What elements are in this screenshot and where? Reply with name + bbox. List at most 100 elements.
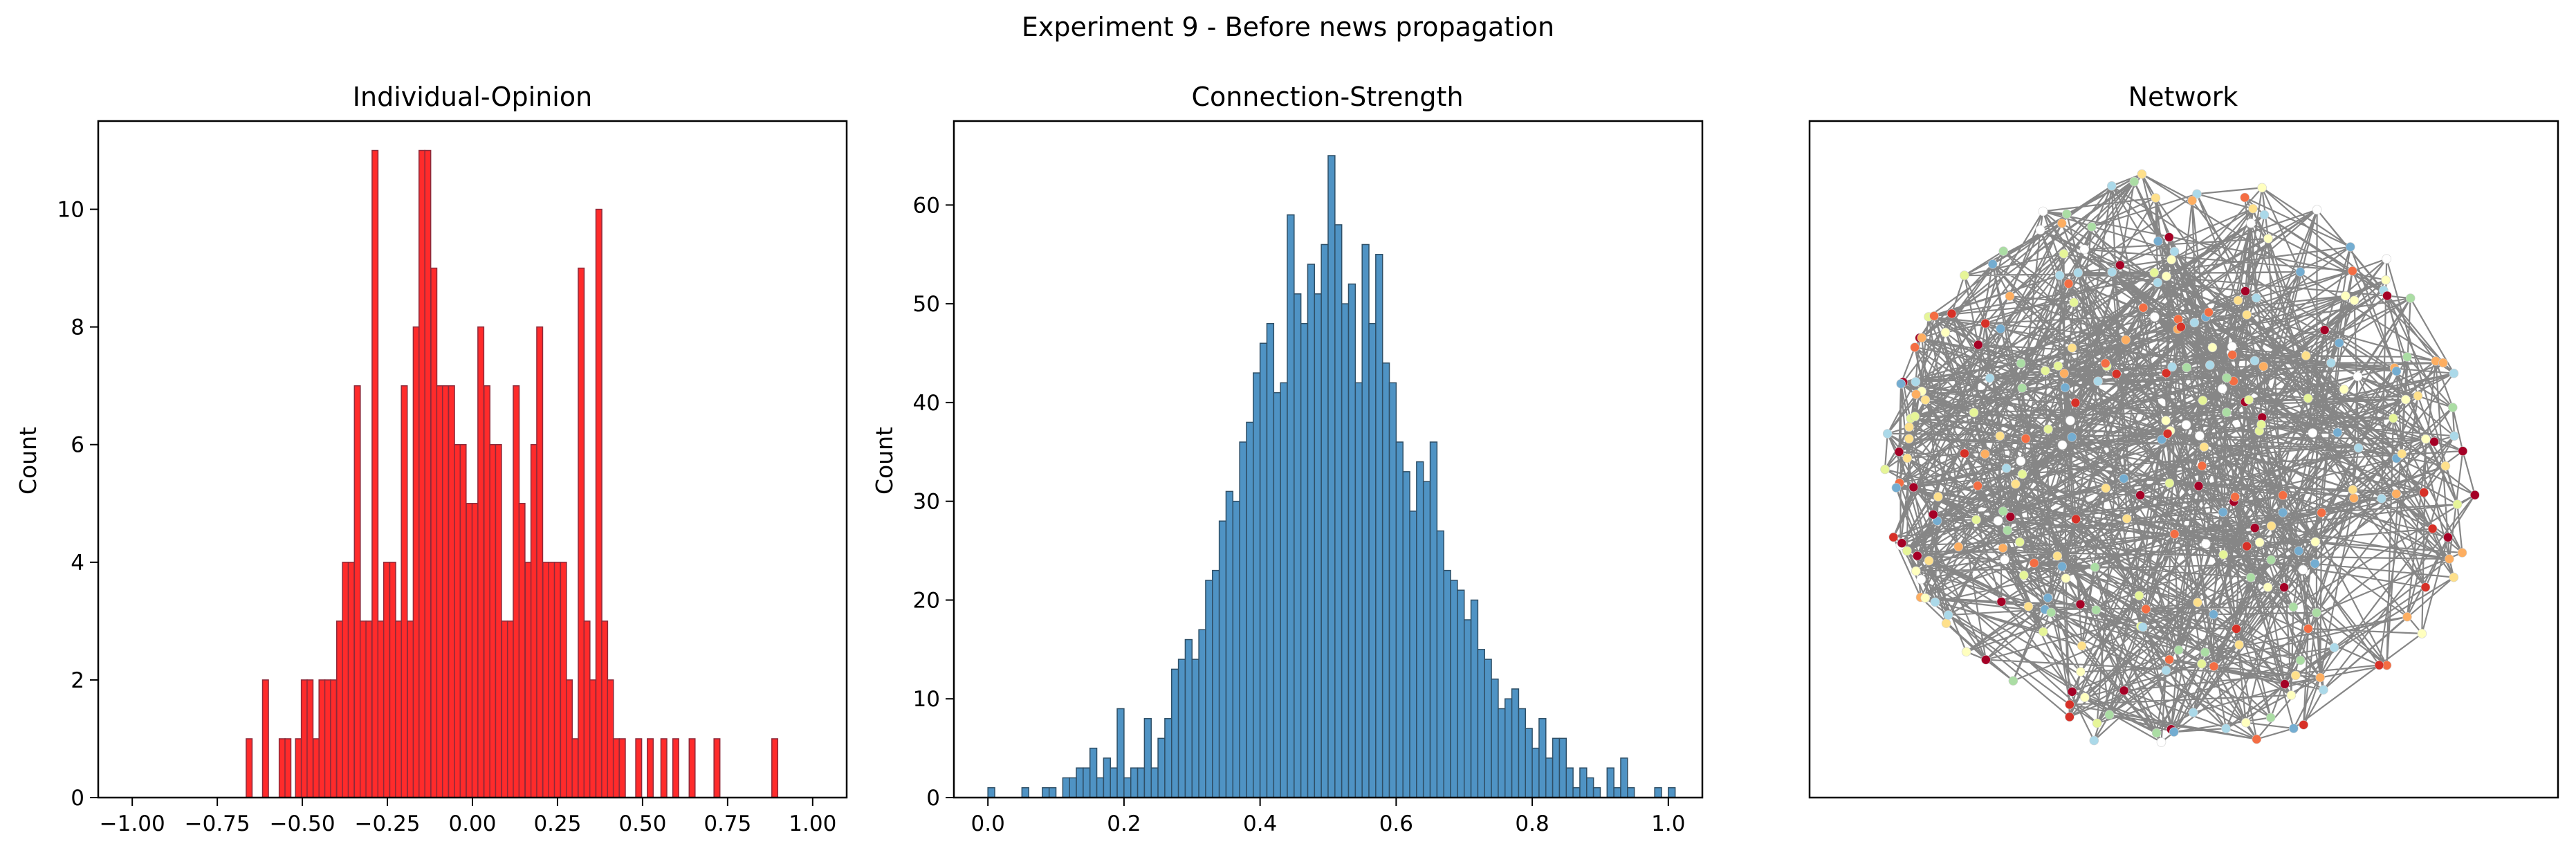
opinion-bar — [401, 385, 408, 798]
network-node — [2303, 623, 2313, 634]
strength-bar — [1347, 283, 1356, 798]
network-plot-frame — [1808, 120, 2559, 799]
network-node — [2429, 436, 2439, 447]
network-node — [2278, 490, 2288, 500]
network-node — [2076, 667, 2086, 677]
network-node — [2265, 712, 2276, 723]
strength-bar — [1381, 362, 1390, 798]
network-node — [2192, 189, 2202, 199]
network-node — [2303, 393, 2313, 403]
strength-bar — [1116, 708, 1125, 798]
network-node — [2278, 508, 2288, 517]
network-node — [1973, 481, 1982, 491]
strength-y-tick-label: 60 — [913, 193, 940, 218]
opinion-x-tick-label: 0.00 — [448, 811, 496, 836]
strength-bar — [1450, 580, 1458, 798]
opinion-bar — [601, 620, 609, 798]
opinion-x-tick-label: 0.75 — [703, 811, 751, 836]
network-node — [2188, 708, 2198, 717]
network-node — [2266, 521, 2276, 531]
network-node — [2312, 607, 2321, 618]
network-node — [2263, 234, 2273, 243]
network-node — [2348, 266, 2357, 276]
opinion-bar — [536, 326, 544, 798]
network-node — [1916, 574, 1926, 585]
network-node — [2090, 562, 2100, 572]
opinion-bar — [518, 503, 526, 798]
network-node — [2199, 442, 2209, 452]
network-node — [2353, 371, 2363, 382]
network-node — [1911, 389, 1921, 399]
network-node — [2402, 612, 2412, 622]
strength-bar — [1110, 767, 1118, 798]
network-node — [2449, 572, 2459, 582]
network-nodes — [1880, 169, 2480, 747]
strength-bar — [1239, 441, 1247, 798]
network-node — [2107, 181, 2117, 191]
network-node — [2169, 246, 2180, 257]
network-node — [2295, 655, 2306, 665]
strength-bar — [1429, 441, 1438, 798]
network-node — [2059, 369, 2069, 378]
opinion-bar — [583, 620, 591, 798]
opinion-bar — [261, 679, 269, 798]
opinion-chart-title: Individual-Opinion — [353, 82, 592, 112]
network-node — [2087, 222, 2097, 232]
network-node — [1904, 434, 1914, 444]
network-node — [2193, 598, 2202, 607]
network-node — [2445, 554, 2454, 564]
opinion-bar — [424, 149, 432, 798]
network-node — [2286, 690, 2297, 700]
network-node — [2221, 724, 2231, 733]
network-node — [2259, 210, 2270, 220]
strength-x-tick-label: 0.6 — [1379, 811, 1413, 836]
opinion-x-tick-label: 1.00 — [789, 811, 836, 836]
strength-plot-frame — [953, 120, 1704, 799]
network-node — [2197, 461, 2207, 471]
network-node — [2244, 395, 2254, 405]
opinion-bar — [389, 562, 396, 798]
strength-bar — [1266, 322, 1275, 798]
opinion-bar — [418, 149, 426, 798]
opinion-bar — [383, 562, 390, 798]
strength-bar — [1177, 659, 1186, 798]
strength-bar — [1368, 322, 1377, 798]
network-node — [2052, 551, 2063, 561]
strength-bar — [1470, 599, 1479, 798]
network-node — [2107, 267, 2117, 277]
network-node — [2008, 676, 2018, 686]
network-node — [2173, 645, 2184, 655]
strength-bar — [1069, 777, 1077, 798]
network-node — [1924, 555, 1934, 566]
network-node — [2205, 360, 2215, 370]
opinion-bar — [524, 562, 532, 798]
network-node — [2391, 489, 2401, 499]
strength-axes: 0.0 0.2 0.4 0.6 0.8 1.0 0 10 20 30 40 50 60 — [913, 193, 1686, 836]
network-node — [2195, 431, 2205, 441]
network-node — [2005, 291, 2015, 301]
strength-bar — [1042, 787, 1050, 798]
network-node — [2100, 358, 2110, 369]
network-node — [2067, 687, 2077, 697]
network-node — [2134, 591, 2144, 600]
network-node — [1993, 516, 2003, 526]
network-node — [2348, 484, 2357, 495]
network-node — [2153, 236, 2163, 246]
strength-bar — [1280, 382, 1288, 798]
opinion-bar — [506, 620, 514, 798]
strength-y-tick-label: 50 — [913, 292, 940, 317]
network-node — [2397, 449, 2407, 459]
strength-bar — [1171, 668, 1179, 798]
network-node — [1917, 333, 1927, 343]
opinion-y-tick-label: 6 — [71, 433, 84, 458]
network-node — [2070, 398, 2081, 408]
network-node — [1941, 618, 1951, 628]
network-node — [2039, 627, 2048, 637]
network-node — [2193, 481, 2204, 491]
network-node — [1910, 412, 1920, 421]
opinion-x-tick-label: −1.00 — [100, 811, 165, 836]
opinion-bar — [607, 679, 614, 798]
network-node — [2053, 361, 2063, 371]
network-node — [1971, 515, 1981, 525]
strength-bar — [1375, 253, 1383, 798]
